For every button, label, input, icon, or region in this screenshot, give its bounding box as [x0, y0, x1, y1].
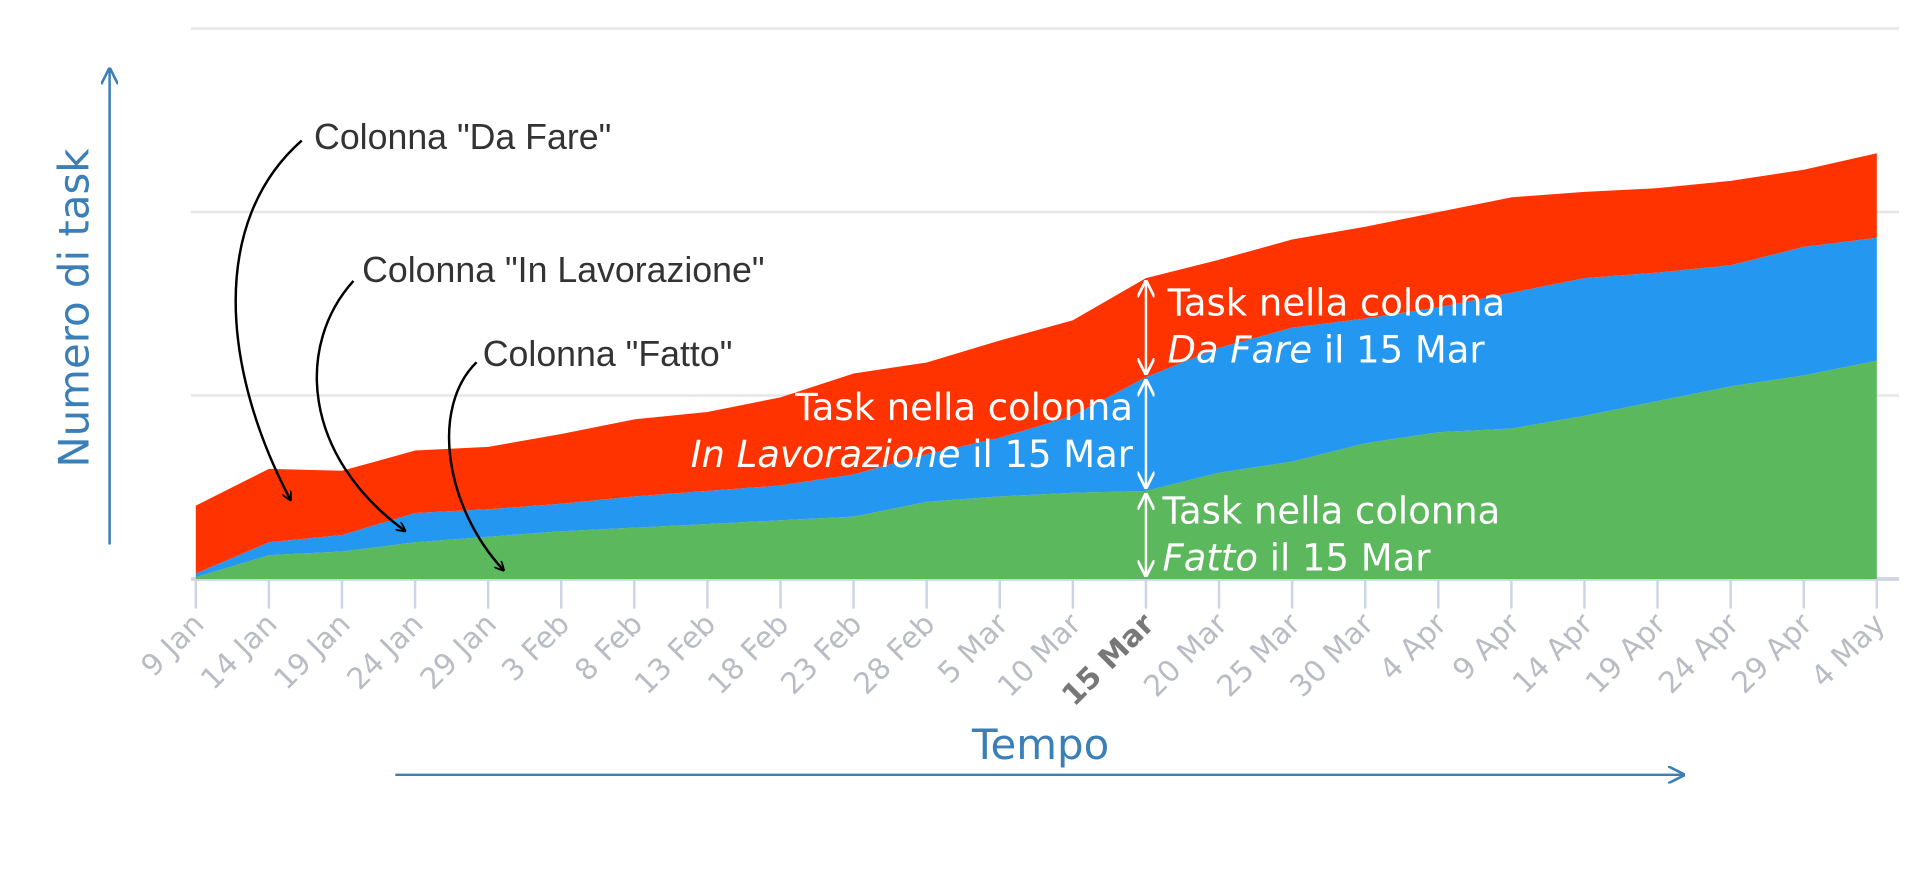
y-axis-title: Numero di task [50, 148, 99, 468]
band-note-rest: il 15 Mar [1258, 536, 1431, 579]
x-tick-label: 19 Apr [1579, 606, 1673, 700]
annotation: Colonna "In Lavorazione" [362, 250, 764, 290]
band-note: Da Fare il 15 Mar [1167, 328, 1485, 371]
x-tick-label: 3 Feb [495, 607, 576, 688]
band-note: Task nella colonna [1166, 281, 1505, 324]
annotation: Colonna "Fatto" [483, 334, 733, 374]
x-tick-label: 14 Jan [194, 607, 283, 696]
band-note-rest: il 15 Mar [961, 433, 1134, 476]
x-tick-label: 29 Jan [413, 607, 502, 696]
band-note: Task nella colonna [794, 386, 1133, 429]
x-tick-label: 18 Feb [701, 607, 795, 701]
x-tick-label: 13 Feb [628, 607, 722, 701]
area [195, 360, 1877, 580]
pointer-arrow [315, 280, 405, 531]
band-note: Fatto il 15 Mar [1163, 536, 1432, 579]
areas [195, 153, 1877, 580]
band-note-emph: In Lavorazione [691, 433, 961, 476]
annotation: Colonna "Da Fare" [314, 117, 611, 157]
area [195, 237, 1877, 578]
x-tick-label: 29 Apr [1725, 606, 1819, 700]
x-tick-label: 14 Apr [1506, 606, 1600, 700]
pointer-arrow [234, 139, 303, 501]
x-tick-label: 19 Jan [267, 607, 356, 696]
pointer-arrow [447, 361, 504, 570]
band-note-emph: Da Fare [1167, 328, 1312, 371]
band-note-rest: il 15 Mar [1312, 328, 1485, 371]
band-note: In Lavorazione il 15 Mar [691, 433, 1134, 476]
band-note: Task nella colonna [1162, 490, 1501, 533]
x-tick-label: 28 Feb [847, 607, 941, 701]
x-tick-label: 23 Feb [774, 607, 868, 701]
band-note-emph: Fatto [1163, 536, 1258, 579]
x-tick-label: 4 Apr [1373, 606, 1454, 687]
x-axis-title: Tempo [971, 720, 1109, 769]
x-tick-label: 24 Apr [1652, 606, 1746, 700]
area [195, 153, 1877, 574]
x-tick-label: 24 Jan [340, 607, 429, 696]
x-tick-label: 30 Mar [1283, 606, 1380, 703]
x-tick-label: 4 May [1804, 607, 1891, 694]
